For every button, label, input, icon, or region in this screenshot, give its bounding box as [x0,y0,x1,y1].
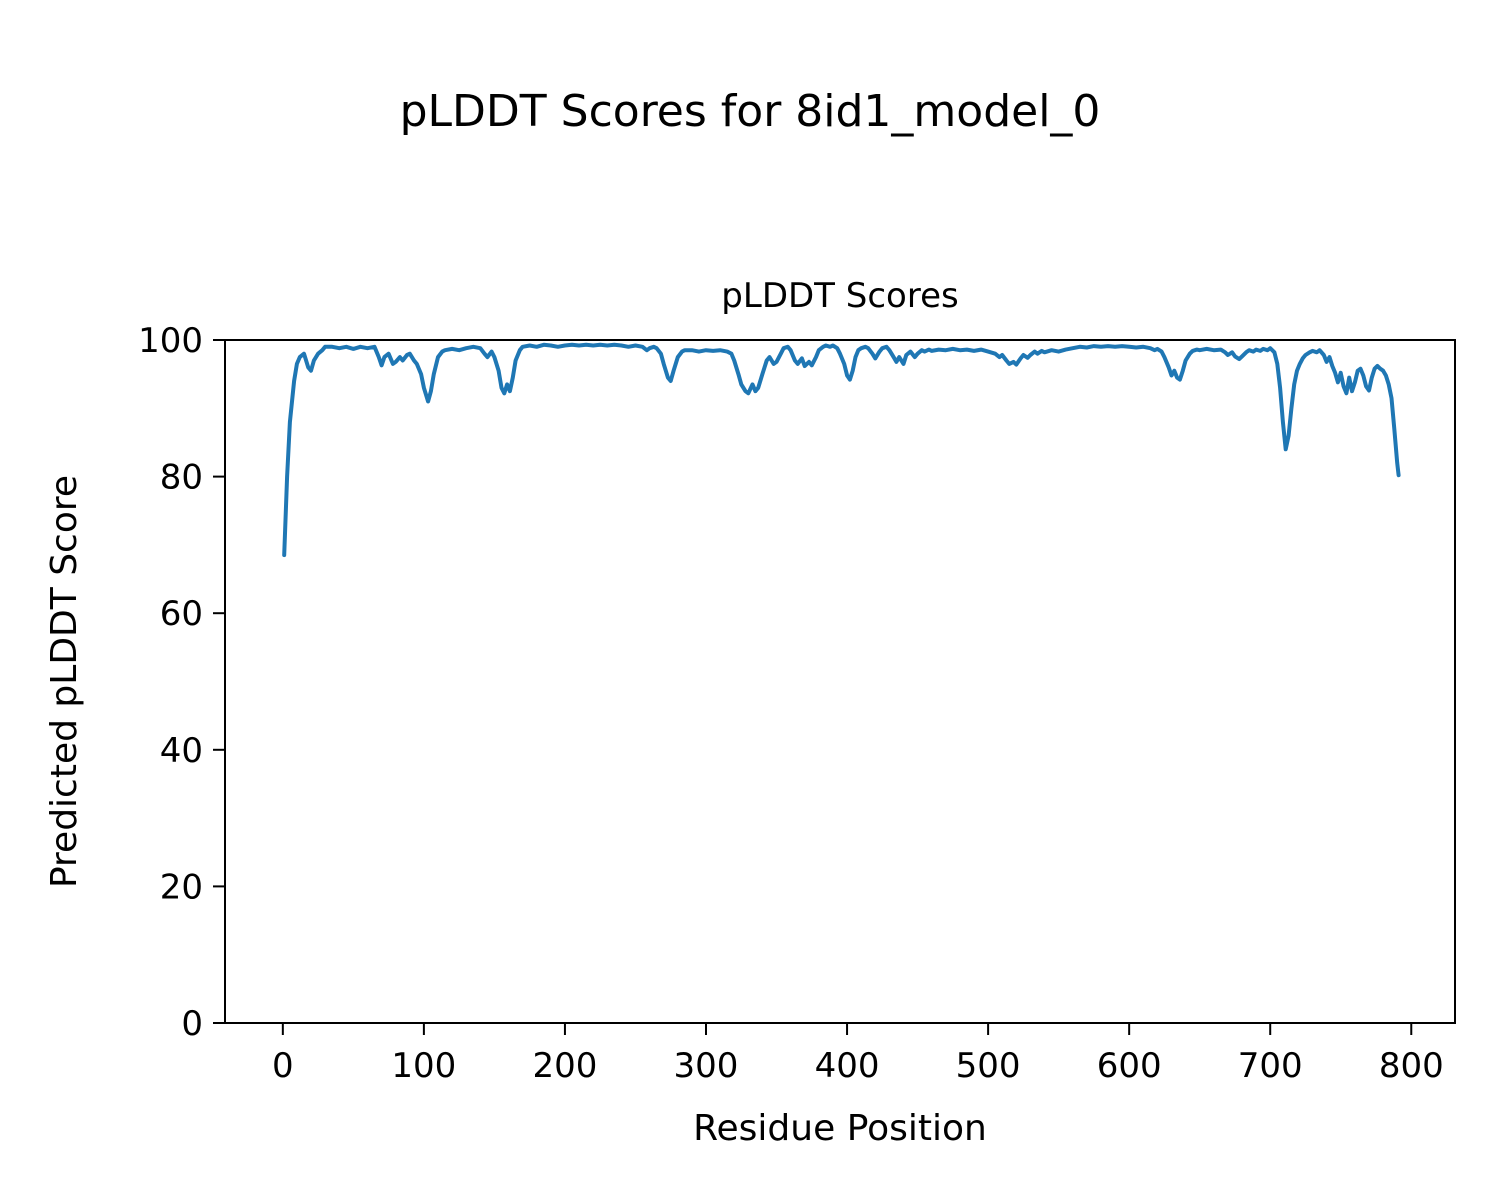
pLDDT-score-line [282,342,1401,558]
x-tick-label: 500 [956,1046,1021,1086]
x-tick-label: 200 [532,1046,597,1086]
x-tick-label: 400 [815,1046,880,1086]
figure-suptitle: pLDDT Scores for 8id1_model_0 [399,86,1101,137]
x-tick-label: 800 [1379,1046,1444,1086]
x-axis-label: Residue Position [693,1108,987,1149]
y-axis-label-container: Predicted pLDDT Score [30,340,100,1023]
axis-ticks: 0 100 200 300 400 500 600 700 800 0 20 40 60 80 100 [138,321,1444,1086]
axes-spine-box [224,339,1456,1024]
x-tick-label: 600 [1097,1046,1162,1086]
y-tick-label: 100 [138,321,203,361]
y-tick-label: 20 [160,867,203,907]
x-tick-label: 100 [391,1046,456,1086]
x-tick-label: 0 [272,1046,294,1086]
y-tick-label: 80 [160,458,203,498]
y-tick-label: 40 [160,731,203,771]
x-tick-label: 700 [1238,1046,1303,1086]
axes-title: pLDDT Scores [721,276,959,316]
y-tick-label: 60 [160,594,203,634]
y-axis-label: Predicted pLDDT Score [44,474,86,889]
y-tick-label: 0 [181,1004,203,1044]
x-tick-label: 300 [674,1046,739,1086]
